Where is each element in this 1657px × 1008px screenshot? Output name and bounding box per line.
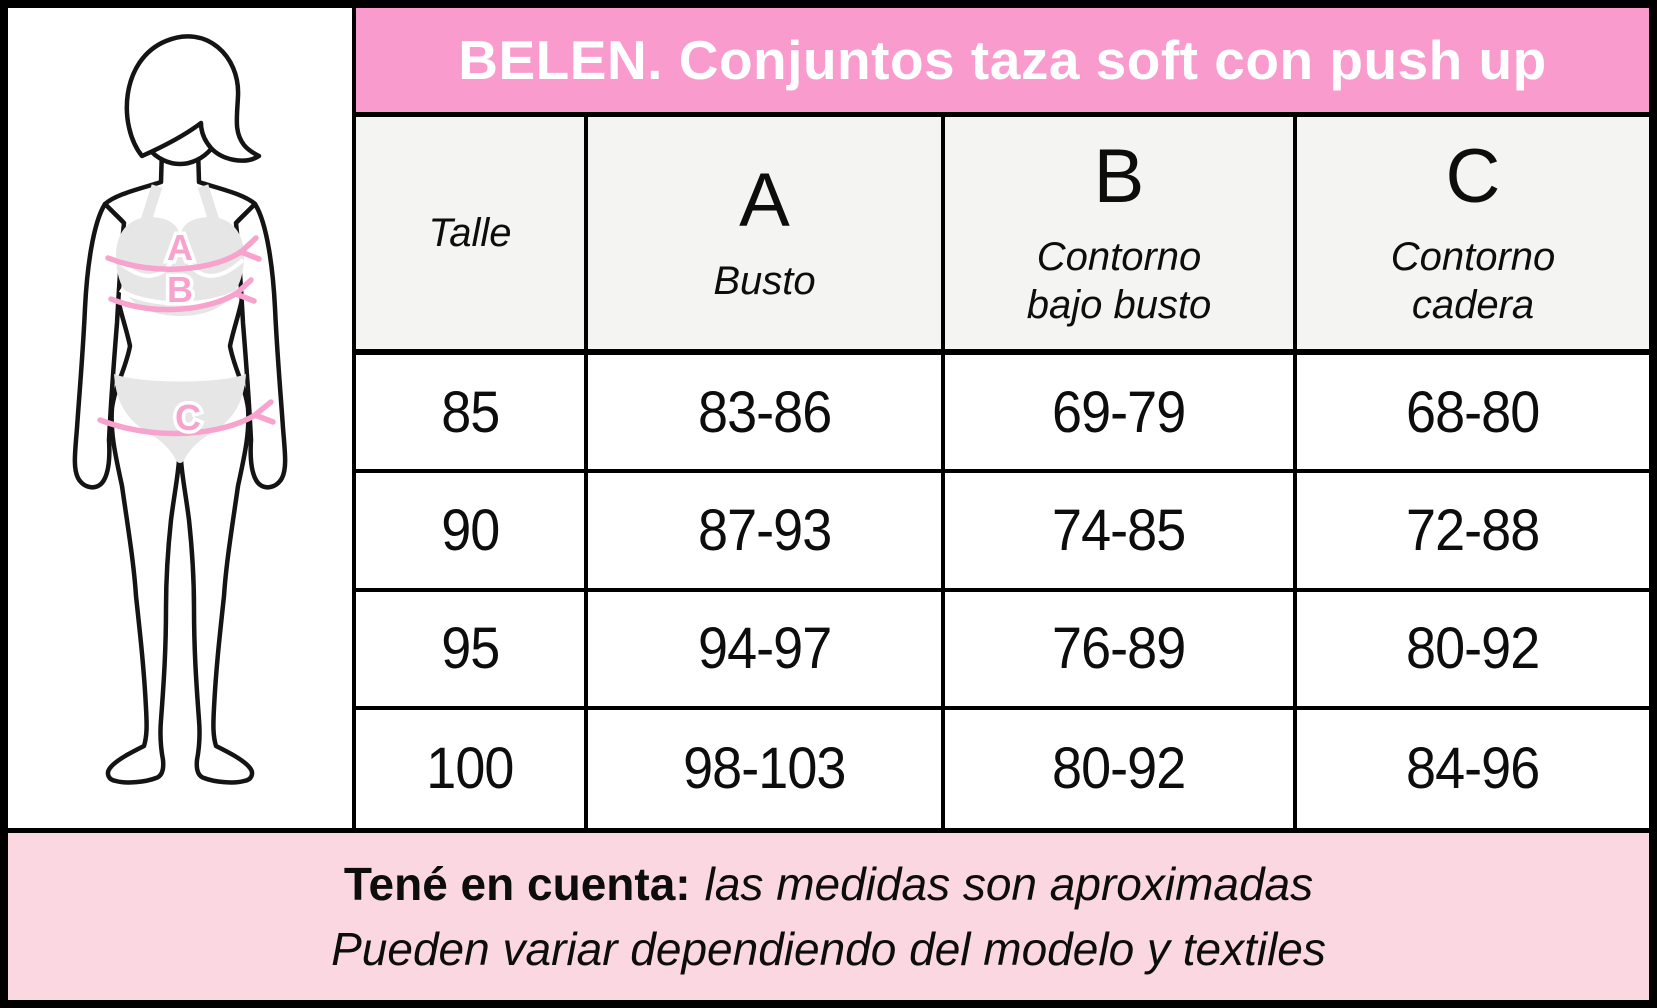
size-chart-table: Talle A Busto B Contorno bajo busto C Co… xyxy=(356,117,1649,828)
footer-highlight: Tené en cuenta: xyxy=(343,858,691,911)
underbust-arrow xyxy=(108,290,240,313)
table-cell-busto: 87-93 xyxy=(588,473,945,592)
table-cell-cadera: 68-80 xyxy=(1297,355,1649,474)
column-header-label: Contorno bajo busto xyxy=(1026,234,1212,327)
column-header-label: Talle xyxy=(428,211,512,255)
footer-line-1: Tené en cuenta: las medidas son aproximad… xyxy=(344,852,1313,916)
table-cell-busto: 98-103 xyxy=(588,709,945,828)
bust-label: A xyxy=(167,227,193,268)
column-header-talle: Talle xyxy=(356,117,588,355)
table-cell-size: 100 xyxy=(356,709,588,828)
table-cell-size: 95 xyxy=(356,591,588,710)
bust-arrow-head xyxy=(238,235,262,262)
chart-title: BELEN. Conjuntos taza soft con push up xyxy=(458,29,1547,91)
table-cell-busto: 83-86 xyxy=(588,355,945,474)
table-cell-cadera: 80-92 xyxy=(1297,592,1649,710)
footer-note-text: las medidas son aproximadas xyxy=(704,858,1314,911)
hip-arrow xyxy=(97,411,260,437)
table-cell-cadera: 84-96 xyxy=(1406,736,1540,802)
column-letter: B xyxy=(1093,134,1145,220)
column-header-contorno-bajo-busto: B Contorno bajo busto xyxy=(945,117,1297,355)
table-cell-size: 90 xyxy=(356,473,588,592)
hip-arrow-head xyxy=(252,399,276,425)
table-cell-size: 85 xyxy=(356,355,588,474)
main-area: A B C BELEN. Conjuntos taza soft con pus… xyxy=(8,8,1649,828)
table-cell-busto: 94-97 xyxy=(588,591,945,710)
size-table-panel: BELEN. Conjuntos taza soft con push up T… xyxy=(356,8,1649,828)
hip-label: C xyxy=(175,397,201,438)
table-cell-cadera: 72-88 xyxy=(1297,473,1649,592)
table-cell-bajo-busto: 69-79 xyxy=(945,355,1297,474)
measurement-figure-panel: A B C xyxy=(8,8,356,828)
table-cell-bajo-busto: 80-92 xyxy=(945,709,1297,828)
panty-graphic xyxy=(114,374,246,463)
column-header-label: Busto xyxy=(713,258,816,303)
underbust-label: B xyxy=(167,269,193,310)
bust-arrow xyxy=(105,248,245,272)
measurement-figure: A B C xyxy=(72,34,288,785)
column-header-label: Contorno cadera xyxy=(1390,234,1556,327)
table-cell-bajo-busto: 76-89 xyxy=(945,591,1297,710)
column-letter: A xyxy=(739,158,790,244)
table-cell-bajo-busto: 74-85 xyxy=(945,473,1297,592)
column-letter: C xyxy=(1445,134,1501,220)
column-header-busto: A Busto xyxy=(588,117,945,355)
footer-note: Tené en cuenta: las medidas son aproximad… xyxy=(8,828,1649,1000)
underbust-arrow-head xyxy=(233,277,257,304)
title-bar: BELEN. Conjuntos taza soft con push up xyxy=(356,8,1649,117)
figure-hair xyxy=(124,34,262,163)
footer-line-2: Pueden variar dependiendo del modelo y t… xyxy=(331,922,1326,975)
column-header-contorno-cadera: C Contorno cadera xyxy=(1297,117,1649,355)
